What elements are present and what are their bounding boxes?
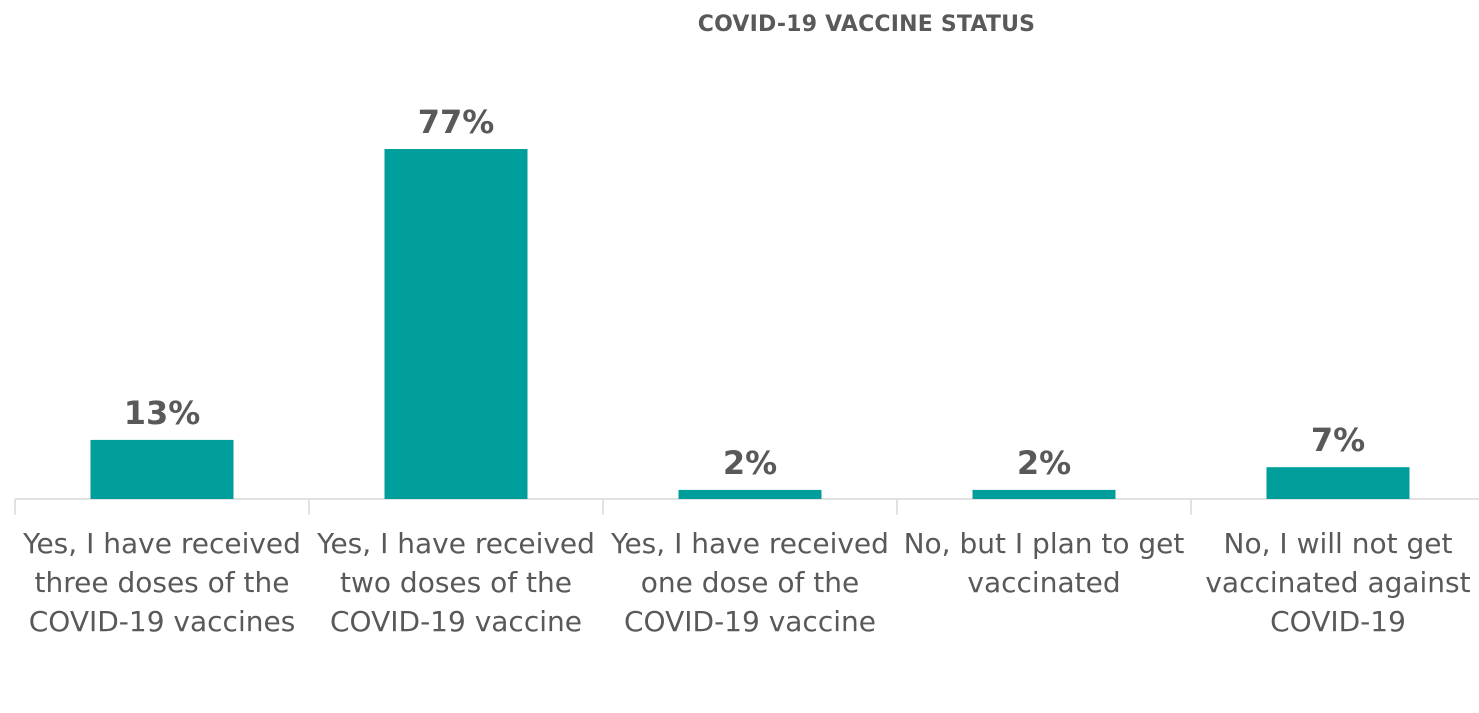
- chart-title: COVID-19 VACCINE STATUS: [697, 12, 1036, 37]
- category-label-3: Yes, I have received one dose of the COV…: [611, 527, 889, 638]
- data-label-5: 7%: [1311, 421, 1365, 459]
- data-label-1: 13%: [124, 394, 201, 432]
- category-label-1: Yes, I have received three doses of the …: [23, 527, 301, 638]
- bar-5: [1266, 467, 1410, 499]
- bar-3: [678, 489, 822, 499]
- bar-1: [90, 439, 234, 499]
- data-label-2: 77%: [418, 103, 495, 141]
- category-label-4: No, but I plan to get vaccinated: [903, 527, 1185, 599]
- bar-2: [384, 149, 528, 499]
- bar-4: [972, 489, 1116, 499]
- data-label-4: 2%: [1017, 444, 1071, 482]
- data-label-3: 2%: [723, 444, 777, 482]
- category-label-5: No, I will not get vaccinated against CO…: [1205, 527, 1471, 638]
- category-label-2: Yes, I have received two doses of the CO…: [317, 527, 595, 638]
